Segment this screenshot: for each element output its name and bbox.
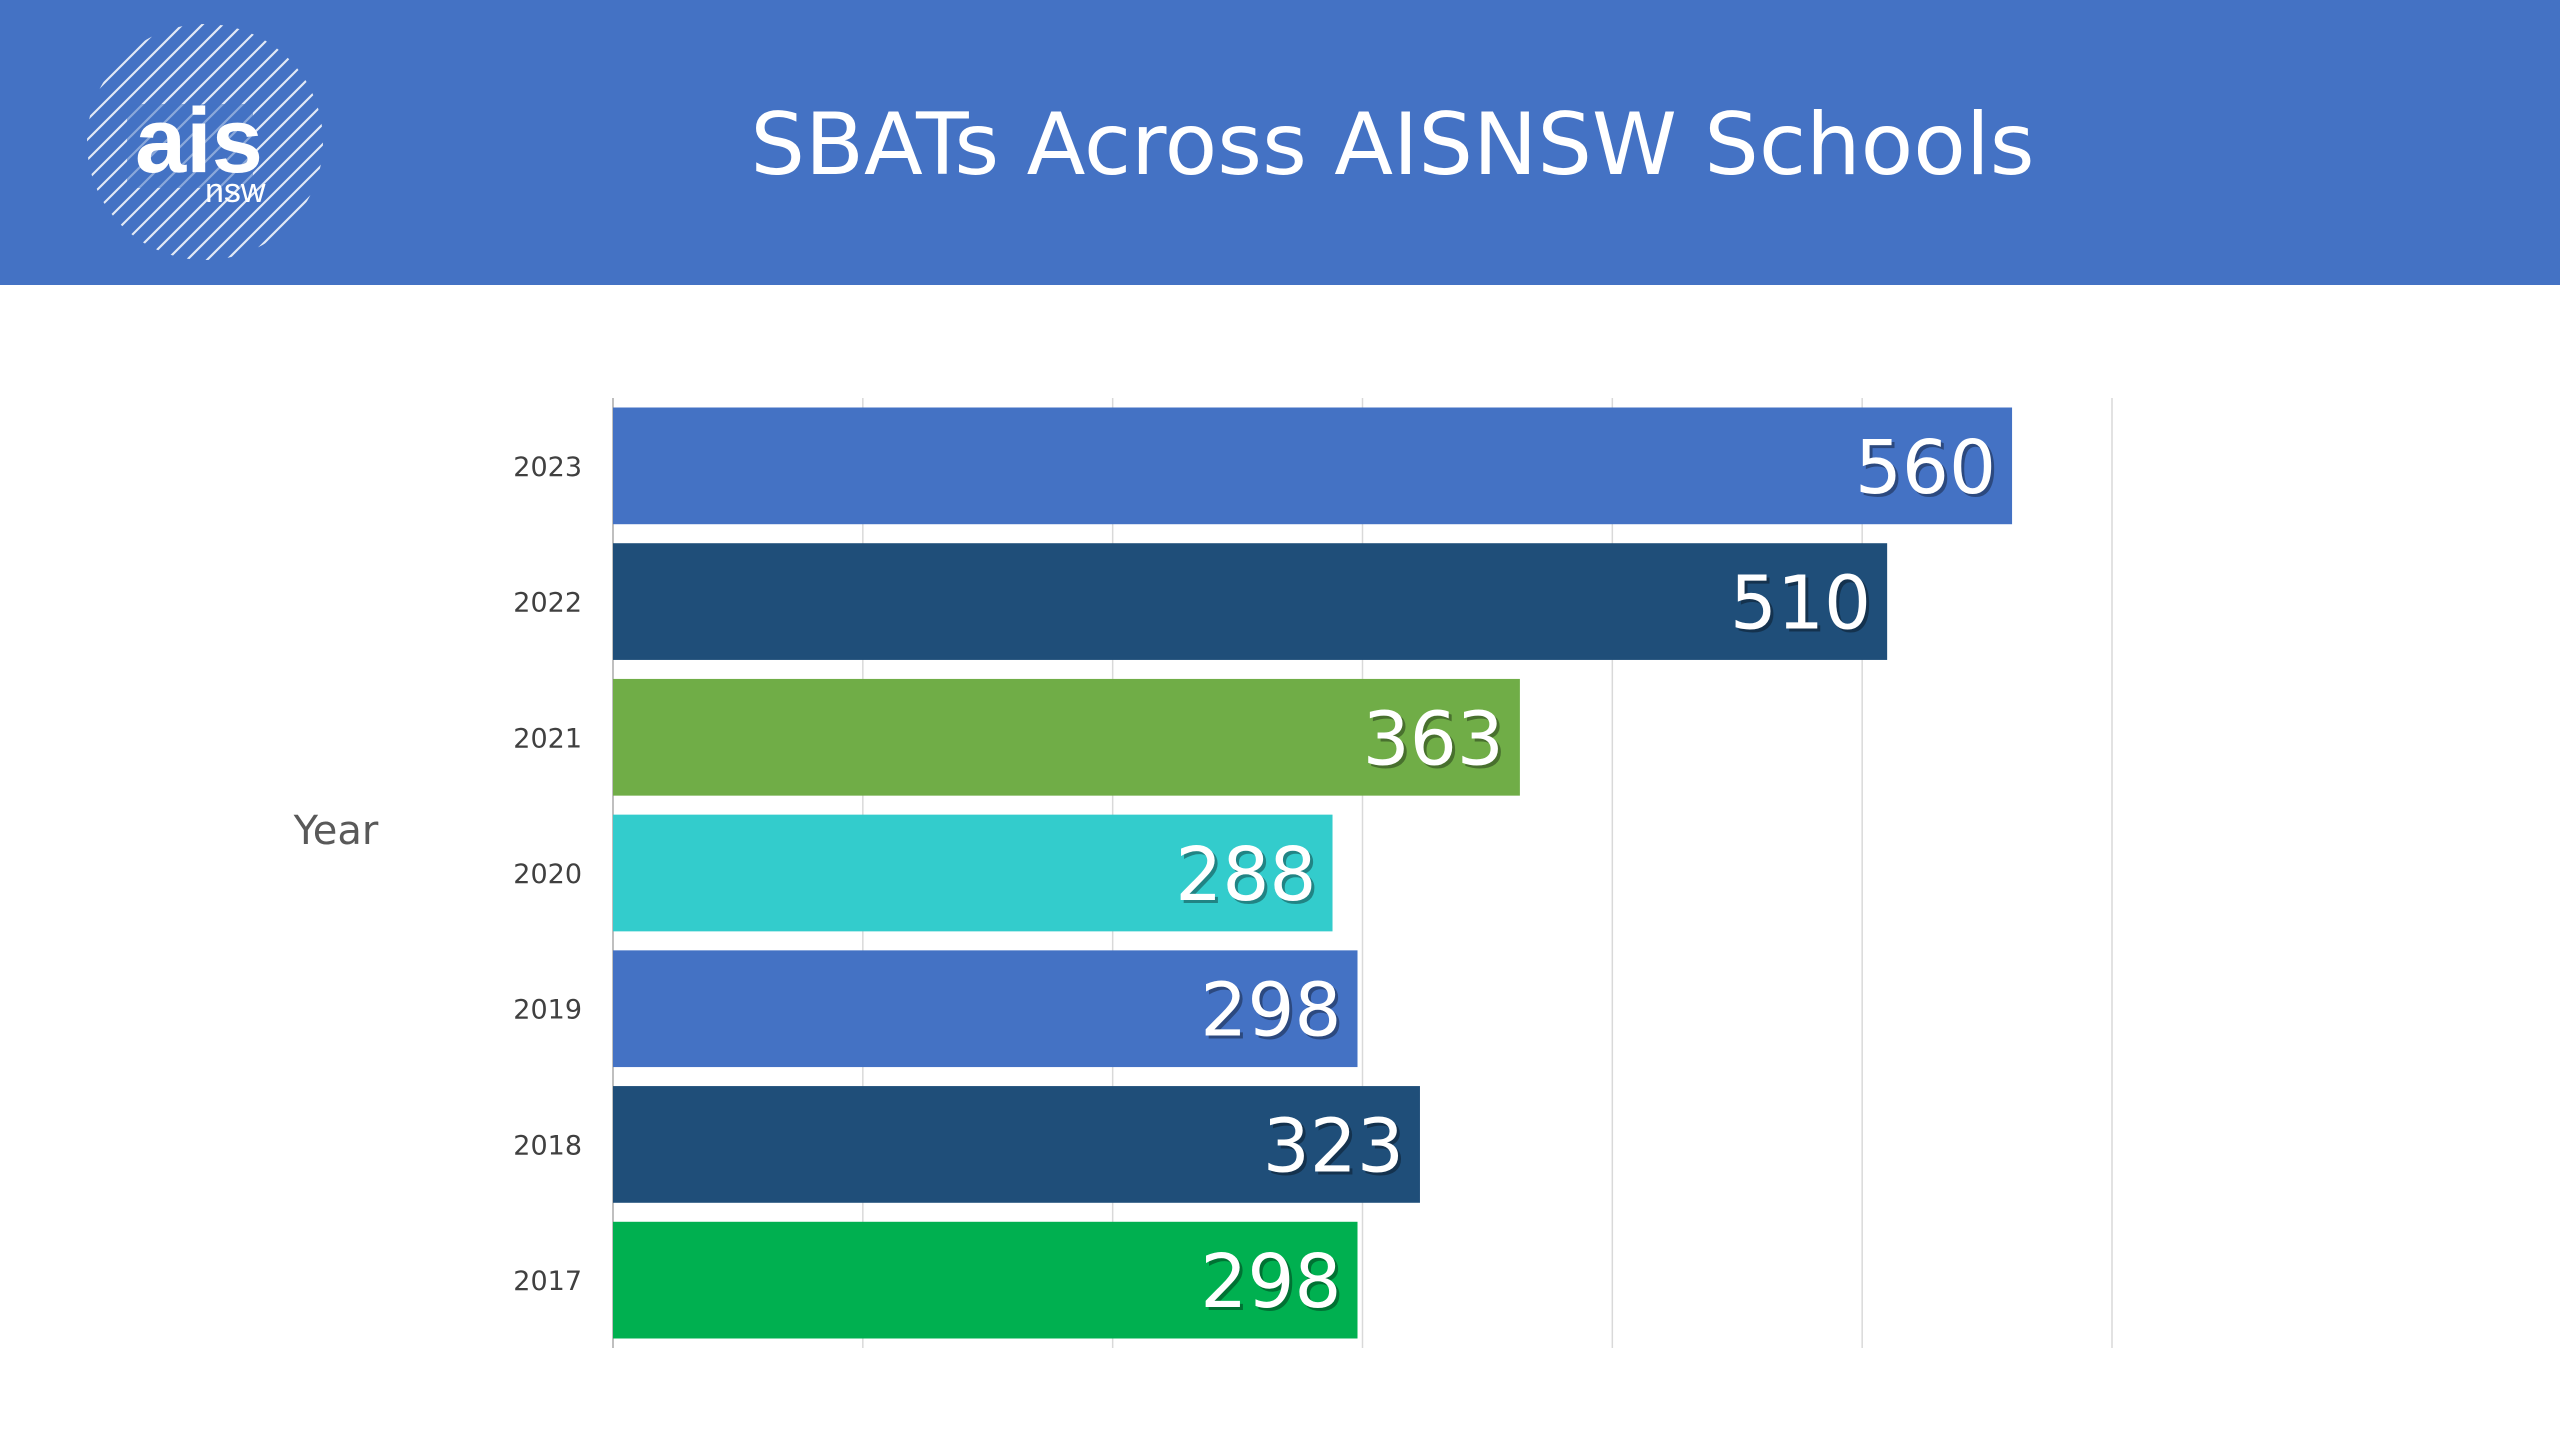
data-label-shadow: 323 [1266, 1106, 1407, 1192]
category-label-2020: 2020 [513, 859, 582, 890]
data-labels: 5605605105103633632882882982983233232982… [1175, 425, 1999, 1328]
bars [613, 407, 2013, 1339]
data-label-2019: 298 [1200, 968, 1341, 1054]
logo-text: ais [135, 90, 263, 192]
logo-subtext: nsw [205, 172, 266, 210]
data-label-shadow: 510 [1733, 564, 1874, 650]
category-label-2017: 2017 [513, 1266, 582, 1297]
y-axis-label: Year [293, 808, 379, 854]
category-label-2023: 2023 [513, 452, 582, 483]
data-label-shadow: 560 [1858, 428, 1999, 514]
bar-2023 [613, 407, 2013, 525]
bar-2018 [613, 1086, 1420, 1203]
bar-2019 [613, 950, 1358, 1068]
data-label-2017: 298 [1200, 1239, 1341, 1325]
category-label-2021: 2021 [513, 723, 582, 754]
data-label-2023: 560 [1855, 425, 1996, 511]
data-label-2021: 363 [1363, 696, 1504, 782]
category-label-2022: 2022 [513, 588, 582, 619]
category-label-2019: 2019 [513, 995, 582, 1026]
data-label-shadow: 288 [1178, 835, 1319, 921]
data-label-2018: 323 [1263, 1103, 1404, 1189]
data-label-2020: 288 [1175, 832, 1316, 918]
bar-2020 [613, 814, 1333, 932]
data-label-2022: 510 [1730, 561, 1871, 647]
category-labels: 2023 2022 2021 2020 2019 2018 2017 [513, 452, 582, 1297]
data-label-shadow: 298 [1203, 1242, 1344, 1328]
bar-2017 [613, 1221, 1358, 1339]
data-label-shadow: 363 [1366, 699, 1507, 785]
page-title: SBATs Across AISNSW Schools [750, 95, 2035, 195]
bar-2021 [613, 678, 1520, 796]
bar-2022 [613, 543, 1888, 660]
category-label-2018: 2018 [513, 1130, 582, 1161]
ais-nsw-logo-icon: ais nsw [87, 24, 323, 260]
header-banner: ais nsw SBATs Across AISNSW Schools [0, 0, 2560, 285]
data-label-shadow: 298 [1203, 971, 1344, 1057]
